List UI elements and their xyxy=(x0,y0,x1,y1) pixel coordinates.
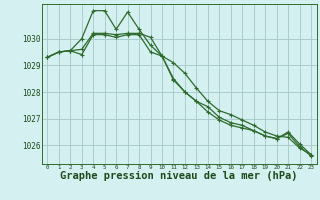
X-axis label: Graphe pression niveau de la mer (hPa): Graphe pression niveau de la mer (hPa) xyxy=(60,171,298,181)
